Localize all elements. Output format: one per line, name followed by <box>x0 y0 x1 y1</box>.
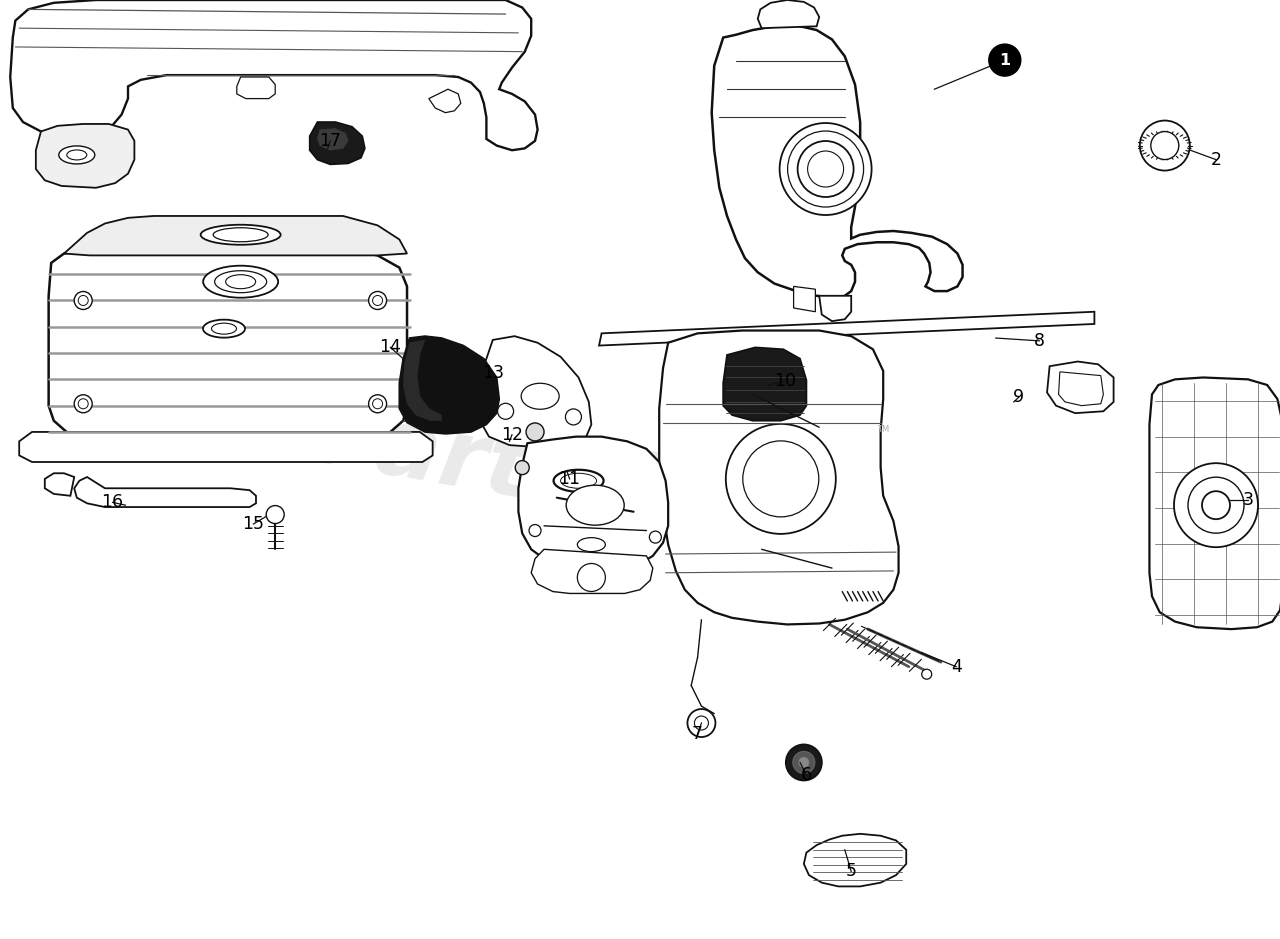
Circle shape <box>74 394 92 413</box>
Text: 3: 3 <box>1243 490 1253 509</box>
Polygon shape <box>64 216 407 255</box>
Circle shape <box>799 758 809 767</box>
Polygon shape <box>723 347 806 421</box>
Polygon shape <box>819 296 851 321</box>
Polygon shape <box>74 477 256 507</box>
Circle shape <box>808 151 844 187</box>
Polygon shape <box>317 129 348 150</box>
Polygon shape <box>599 312 1094 346</box>
Circle shape <box>498 403 513 420</box>
Polygon shape <box>480 336 591 447</box>
Circle shape <box>695 716 708 730</box>
Text: 12: 12 <box>500 425 524 444</box>
Polygon shape <box>19 432 433 462</box>
Polygon shape <box>403 340 442 421</box>
Circle shape <box>687 709 716 737</box>
Polygon shape <box>407 362 454 411</box>
Circle shape <box>792 751 815 774</box>
Circle shape <box>1188 477 1244 533</box>
Circle shape <box>372 296 383 305</box>
Polygon shape <box>49 249 407 441</box>
Circle shape <box>780 123 872 215</box>
Circle shape <box>529 525 541 536</box>
Circle shape <box>1139 120 1190 171</box>
Polygon shape <box>310 122 365 164</box>
Circle shape <box>372 399 383 408</box>
Circle shape <box>266 505 284 524</box>
Text: 11: 11 <box>558 470 581 488</box>
Polygon shape <box>1059 372 1103 406</box>
Text: 9: 9 <box>1014 388 1024 407</box>
Circle shape <box>797 141 854 197</box>
Ellipse shape <box>67 150 87 160</box>
Circle shape <box>369 291 387 310</box>
Polygon shape <box>36 124 134 188</box>
Ellipse shape <box>214 228 268 241</box>
Polygon shape <box>531 549 653 593</box>
Polygon shape <box>758 0 819 28</box>
Polygon shape <box>794 286 815 312</box>
Text: 4: 4 <box>951 657 961 676</box>
Circle shape <box>922 670 932 679</box>
Circle shape <box>78 296 88 305</box>
Circle shape <box>742 441 819 516</box>
Ellipse shape <box>225 275 256 288</box>
Text: 1: 1 <box>1000 53 1010 68</box>
Circle shape <box>1202 491 1230 519</box>
Polygon shape <box>1047 362 1114 413</box>
Polygon shape <box>237 77 275 99</box>
Polygon shape <box>804 834 906 886</box>
Text: 2: 2 <box>1211 150 1221 169</box>
Circle shape <box>1174 463 1258 547</box>
Circle shape <box>526 423 544 441</box>
Circle shape <box>786 745 822 780</box>
Circle shape <box>516 461 529 474</box>
Ellipse shape <box>201 224 280 245</box>
Ellipse shape <box>521 383 559 409</box>
Circle shape <box>74 291 92 310</box>
Circle shape <box>78 399 88 408</box>
Ellipse shape <box>59 146 95 164</box>
Polygon shape <box>659 331 899 624</box>
Ellipse shape <box>204 266 278 298</box>
Ellipse shape <box>577 538 605 551</box>
Ellipse shape <box>561 473 596 488</box>
Text: 15: 15 <box>242 515 265 533</box>
Text: 7: 7 <box>692 725 703 744</box>
Circle shape <box>566 408 581 425</box>
Polygon shape <box>712 25 963 298</box>
Polygon shape <box>429 89 461 113</box>
Text: 5: 5 <box>846 862 856 881</box>
Ellipse shape <box>211 323 237 334</box>
Text: 10: 10 <box>773 372 796 391</box>
Ellipse shape <box>553 470 604 492</box>
Polygon shape <box>10 0 538 150</box>
Ellipse shape <box>566 485 625 525</box>
Polygon shape <box>518 437 668 571</box>
Text: 13: 13 <box>481 363 504 382</box>
Ellipse shape <box>215 270 266 293</box>
Text: 14: 14 <box>379 338 402 357</box>
Circle shape <box>989 44 1021 76</box>
Polygon shape <box>399 336 499 434</box>
Circle shape <box>577 563 605 592</box>
Polygon shape <box>1149 377 1280 629</box>
Text: TM: TM <box>877 424 890 434</box>
Text: 6: 6 <box>801 765 812 784</box>
Circle shape <box>726 423 836 534</box>
Polygon shape <box>45 473 74 496</box>
Text: 16: 16 <box>101 493 124 512</box>
Text: 17: 17 <box>319 131 342 150</box>
Circle shape <box>649 531 662 543</box>
Ellipse shape <box>204 319 244 338</box>
Circle shape <box>1151 131 1179 160</box>
Circle shape <box>369 394 387 413</box>
Text: 8: 8 <box>1034 331 1044 350</box>
Text: PartsTree: PartsTree <box>307 390 819 568</box>
Circle shape <box>787 131 864 207</box>
